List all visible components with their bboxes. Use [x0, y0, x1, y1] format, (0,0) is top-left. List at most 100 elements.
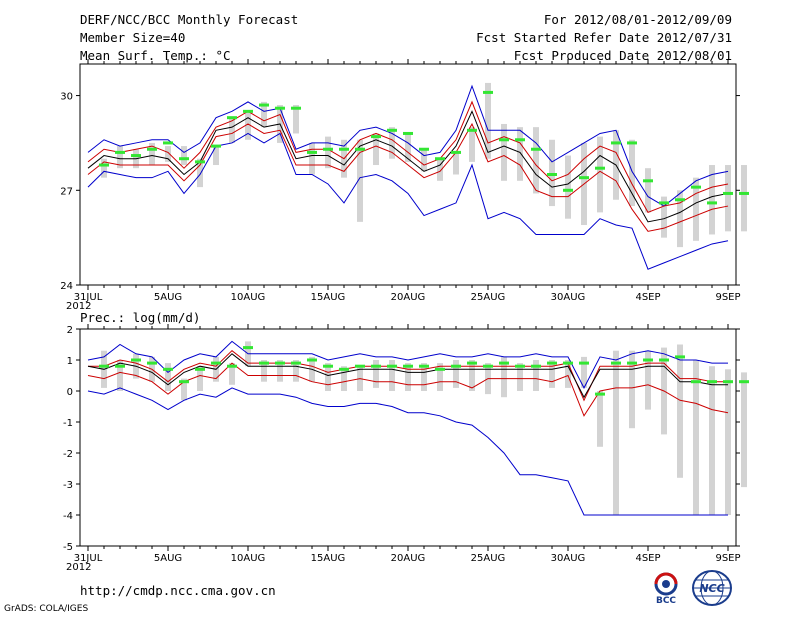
forecast-period: For 2012/08/01-2012/09/09: [543, 12, 732, 27]
median-mark: [739, 380, 749, 384]
median-mark: [275, 361, 285, 365]
series-line-max: [87, 340, 728, 389]
bcc-logo-text: BCC: [656, 596, 676, 606]
median-mark: [355, 147, 365, 151]
median-mark: [723, 380, 733, 384]
series-line-min: [87, 387, 728, 516]
median-mark: [563, 361, 573, 365]
spread-bar: [261, 360, 267, 382]
spread-bar: [229, 117, 235, 143]
spread-bar: [389, 360, 395, 391]
median-mark: [691, 185, 701, 189]
plot-frame: [79, 63, 737, 286]
median-mark: [419, 364, 429, 368]
y-tick-label: 0: [67, 387, 73, 398]
spread-bar: [677, 344, 683, 478]
footer-url[interactable]: http://cmdp.ncc.cma.gov.cn: [80, 583, 276, 598]
spread-bar: [101, 158, 107, 178]
median-mark: [339, 367, 349, 371]
spread-bar: [709, 366, 715, 515]
x-tick-label: 5AUG: [154, 553, 182, 564]
median-mark: [627, 361, 637, 365]
median-mark: [147, 361, 157, 365]
median-mark: [611, 361, 621, 365]
series-line-upper: [88, 350, 728, 402]
median-mark: [483, 364, 493, 368]
y-tick-label: 27: [60, 186, 73, 197]
x-tick-label: 4SEP: [635, 292, 660, 303]
spread-bar: [517, 127, 523, 181]
x-tick-label: 4SEP: [635, 553, 660, 564]
spread-bar: [197, 158, 203, 188]
spread-bar: [117, 146, 123, 169]
y-tick-label: -3: [63, 480, 73, 491]
y-tick-label: 2: [67, 325, 73, 336]
spread-bar: [725, 369, 731, 515]
spread-bar: [533, 127, 539, 194]
spread-bar: [693, 177, 699, 241]
spread-bar: [197, 366, 203, 391]
median-mark: [355, 364, 365, 368]
median-mark: [515, 364, 525, 368]
median-mark: [99, 163, 109, 167]
spread-bar: [293, 105, 299, 134]
spread-bar: [485, 82, 491, 159]
median-mark: [691, 380, 701, 384]
median-mark: [675, 198, 685, 202]
grads-credit: GrADS: COLA/IGES: [4, 604, 89, 614]
spread-bar: [421, 363, 427, 391]
median-mark: [227, 116, 237, 120]
spread-bar: [405, 363, 411, 391]
median-mark: [323, 147, 333, 151]
median-mark: [387, 128, 397, 132]
median-mark: [99, 364, 109, 368]
spread-bar: [677, 190, 683, 248]
median-mark: [179, 157, 189, 161]
spread-bar: [597, 391, 603, 447]
spread-bar: [661, 196, 667, 238]
x-tick-label: 30AUG: [551, 553, 586, 564]
median-mark: [419, 147, 429, 151]
spread-bar: [293, 360, 299, 382]
median-mark: [195, 160, 205, 164]
x-tick-label: 20AUG: [391, 292, 426, 303]
median-mark: [115, 150, 125, 154]
median-mark: [435, 367, 445, 371]
median-mark: [371, 364, 381, 368]
ncc-logo-text: NCC: [699, 582, 724, 595]
median-mark: [163, 141, 173, 145]
x-tick-label: 10AUG: [231, 292, 266, 303]
spread-bar: [469, 360, 475, 391]
spread-bar: [149, 142, 155, 166]
median-mark: [563, 188, 573, 192]
median-mark: [739, 191, 749, 195]
median-mark: [579, 361, 589, 365]
median-mark: [627, 141, 637, 145]
spread-bar: [517, 363, 523, 391]
x-year-label: 2012: [66, 562, 91, 573]
median-mark: [387, 364, 397, 368]
median-mark: [131, 154, 141, 158]
x-tick-label: 30AUG: [551, 292, 586, 303]
median-mark: [131, 358, 141, 362]
spread-bar: [725, 165, 731, 232]
ncc-logo-icon: NCC: [692, 570, 732, 606]
spread-bar: [453, 360, 459, 388]
series-line-max: [87, 84, 729, 207]
median-mark: [467, 128, 477, 132]
median-mark: [291, 361, 301, 365]
spread-bar: [565, 155, 571, 219]
median-mark: [531, 147, 541, 151]
spread-bar: [117, 360, 123, 391]
spread-bar: [373, 360, 379, 388]
median-mark: [707, 380, 717, 384]
median-mark: [371, 135, 381, 139]
spread-bar: [437, 158, 443, 181]
median-mark: [243, 346, 253, 350]
x-tick-label: 9SEP: [715, 553, 740, 564]
median-mark: [291, 106, 301, 110]
x-tick-label: 15AUG: [311, 292, 346, 303]
spread-bar: [693, 360, 699, 515]
series-line-lower: [87, 122, 729, 232]
